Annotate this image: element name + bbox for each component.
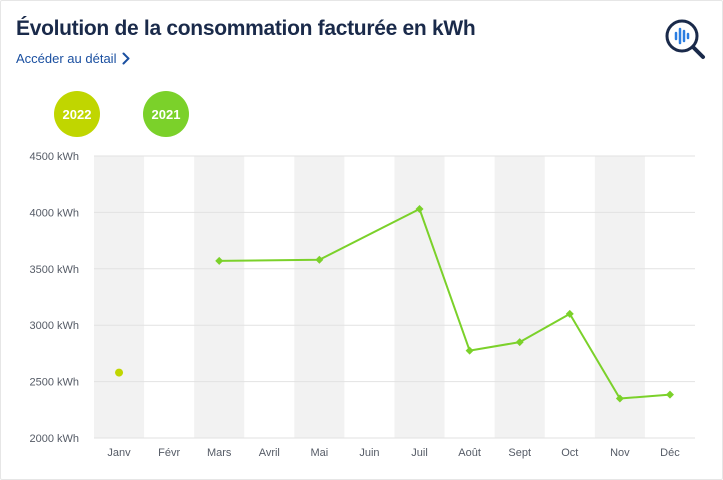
x-tick-label: Mai — [311, 447, 329, 459]
x-tick-label: Févr — [158, 447, 180, 459]
y-tick-label: 2000 kWh — [29, 433, 79, 445]
y-tick-label: 3500 kWh — [29, 264, 79, 276]
data-point-2021 — [465, 346, 474, 355]
x-tick-label: Mars — [207, 447, 232, 459]
year-badge-2021[interactable]: 2021 — [143, 91, 189, 137]
chevron-right-icon — [122, 52, 130, 65]
column-shade — [594, 156, 645, 438]
column-shade — [94, 156, 145, 438]
y-tick-label: 2500 kWh — [29, 377, 79, 389]
x-tick-label: Janv — [107, 447, 131, 459]
detail-link[interactable]: Accéder au détail — [16, 51, 130, 66]
data-point-2021 — [215, 256, 224, 265]
y-tick-label: 3000 kWh — [29, 320, 79, 332]
search-chart-icon[interactable] — [663, 17, 707, 61]
column-shade — [494, 156, 545, 438]
data-point-2021 — [565, 309, 574, 318]
x-tick-label: Avril — [259, 447, 280, 459]
year-badge-2022[interactable]: 2022 — [54, 91, 100, 137]
data-point-2021 — [515, 338, 524, 347]
consumption-line-chart: 2000 kWh 2500 kWh 3000 kWh 3500 kWh 4000 kWh… — [29, 151, 695, 459]
y-tick-label: 4500 kWh — [29, 151, 79, 163]
x-tick-label: Nov — [610, 447, 630, 459]
page-title: Évolution de la consommation facturée en… — [16, 17, 476, 40]
column-shade — [394, 156, 445, 438]
y-tick-label: 4000 kWh — [29, 207, 79, 219]
data-point-2021 — [665, 390, 674, 399]
data-point-2021 — [615, 394, 624, 403]
data-point-2021 — [415, 205, 424, 214]
data-point-2022 — [115, 368, 124, 377]
column-shade — [194, 156, 245, 438]
detail-link-label: Accéder au détail — [16, 51, 117, 66]
series-line-2021 — [219, 208, 671, 400]
column-shade — [294, 156, 345, 438]
x-tick-label: Août — [458, 447, 481, 459]
x-tick-label: Sept — [508, 447, 531, 459]
x-tick-label: Déc — [660, 447, 680, 459]
data-point-2021 — [315, 255, 324, 264]
x-tick-label: Juin — [359, 447, 379, 459]
x-tick-label: Juil — [411, 447, 428, 459]
x-tick-label: Oct — [561, 447, 578, 459]
